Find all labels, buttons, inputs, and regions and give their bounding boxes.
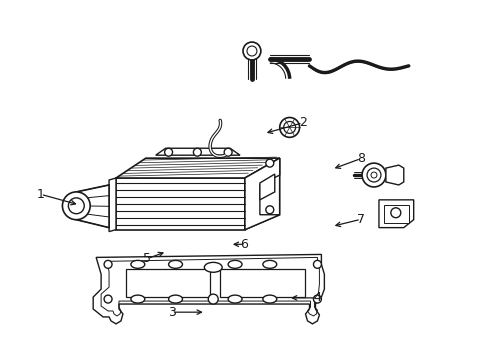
Ellipse shape [263, 260, 276, 268]
Polygon shape [385, 165, 403, 185]
Polygon shape [220, 269, 304, 297]
Circle shape [193, 148, 201, 156]
Circle shape [265, 159, 273, 167]
Circle shape [313, 295, 321, 303]
Polygon shape [109, 178, 116, 231]
Circle shape [370, 172, 376, 178]
Text: 8: 8 [356, 152, 364, 165]
Circle shape [313, 260, 321, 268]
Circle shape [243, 42, 260, 60]
Polygon shape [378, 200, 413, 228]
Circle shape [283, 121, 295, 133]
Ellipse shape [131, 260, 144, 268]
Polygon shape [76, 185, 109, 228]
Circle shape [164, 148, 172, 156]
Circle shape [62, 192, 90, 220]
Circle shape [366, 168, 380, 182]
Circle shape [361, 163, 385, 187]
Circle shape [104, 295, 112, 303]
Ellipse shape [263, 295, 276, 303]
Circle shape [279, 117, 299, 137]
Ellipse shape [204, 262, 222, 272]
Circle shape [68, 198, 84, 214]
Polygon shape [116, 178, 244, 230]
Polygon shape [93, 255, 324, 324]
Polygon shape [116, 158, 279, 178]
Ellipse shape [228, 295, 242, 303]
Circle shape [265, 206, 273, 214]
Text: 2: 2 [298, 116, 306, 129]
Circle shape [246, 46, 256, 56]
Text: 3: 3 [167, 306, 175, 319]
Polygon shape [244, 158, 279, 230]
Polygon shape [244, 158, 279, 230]
Ellipse shape [168, 260, 182, 268]
Polygon shape [259, 174, 274, 200]
Circle shape [224, 148, 232, 156]
Polygon shape [126, 269, 210, 297]
Text: 7: 7 [356, 213, 364, 226]
Text: 1: 1 [37, 188, 44, 201]
Text: 4: 4 [313, 291, 321, 305]
Polygon shape [155, 148, 240, 155]
Text: 6: 6 [240, 238, 248, 251]
Ellipse shape [168, 295, 182, 303]
Polygon shape [383, 205, 408, 223]
Circle shape [208, 294, 218, 304]
Circle shape [390, 208, 400, 218]
Circle shape [104, 260, 112, 268]
Ellipse shape [228, 260, 242, 268]
Ellipse shape [131, 295, 144, 303]
Text: 5: 5 [143, 252, 151, 265]
